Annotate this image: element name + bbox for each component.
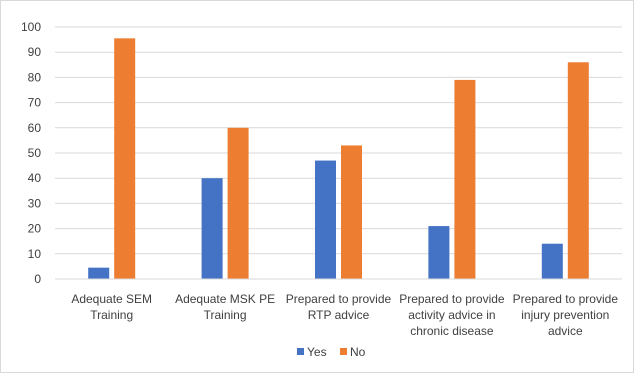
bar-no-3 — [341, 145, 362, 279]
bar-no-2 — [227, 127, 249, 279]
y-tick-label: 20 — [28, 222, 42, 236]
y-tick-label: 70 — [28, 96, 42, 110]
y-tick-label: 30 — [28, 196, 42, 210]
legend-swatch-yes — [297, 348, 304, 355]
y-tick-label: 10 — [28, 247, 42, 261]
bar-no-1 — [114, 38, 136, 280]
x-tick-label: Prepared to provide activity advice in chr… — [399, 292, 505, 338]
bar-yes-3 — [315, 160, 336, 279]
bar-yes-1 — [88, 267, 110, 279]
gridlines — [55, 26, 622, 255]
x-tick-label: Prepared to provide RTP advice — [286, 292, 392, 322]
bar-no-4 — [454, 79, 476, 279]
y-tick-label: 100 — [21, 20, 41, 34]
y-axis-ticks: 0 10 20 30 40 50 60 70 80 90 100 — [21, 20, 41, 286]
x-tick-label: Adequate MSK PE Training — [175, 292, 275, 322]
y-tick-label: 40 — [28, 171, 42, 185]
bar-yes-5 — [541, 243, 563, 279]
y-tick-label: 80 — [28, 70, 42, 84]
bar-yes-2 — [201, 178, 223, 279]
y-tick-label: 60 — [28, 121, 42, 135]
y-tick-label: 50 — [28, 146, 42, 160]
category-labels: Adequate SEM Training Adequate MSK PE Train… — [71, 292, 618, 338]
legend: Yes No — [297, 345, 366, 359]
x-tick-label: Prepared to provide injury prevention advi… — [513, 292, 619, 338]
y-tick-label: 0 — [34, 272, 41, 286]
legend-label-yes: Yes — [307, 345, 327, 359]
bar-yes-4 — [428, 226, 450, 279]
y-tick-label: 90 — [28, 45, 42, 59]
x-tick-label: Adequate SEM Training — [71, 292, 152, 322]
legend-swatch-no — [340, 348, 347, 355]
bars — [88, 38, 589, 280]
bar-no-5 — [567, 62, 589, 279]
legend-label-no: No — [350, 345, 366, 359]
